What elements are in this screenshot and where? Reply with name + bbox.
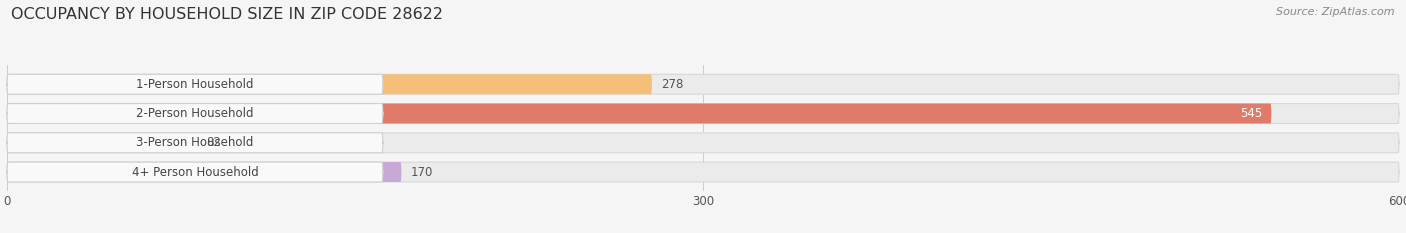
FancyBboxPatch shape bbox=[7, 104, 1271, 123]
Text: 3-Person Household: 3-Person Household bbox=[136, 136, 253, 149]
FancyBboxPatch shape bbox=[7, 104, 1399, 123]
FancyBboxPatch shape bbox=[7, 104, 382, 123]
FancyBboxPatch shape bbox=[7, 133, 382, 153]
Text: 278: 278 bbox=[661, 78, 683, 91]
Text: OCCUPANCY BY HOUSEHOLD SIZE IN ZIP CODE 28622: OCCUPANCY BY HOUSEHOLD SIZE IN ZIP CODE … bbox=[11, 7, 443, 22]
Text: 82: 82 bbox=[207, 136, 221, 149]
Text: Source: ZipAtlas.com: Source: ZipAtlas.com bbox=[1277, 7, 1395, 17]
FancyBboxPatch shape bbox=[7, 74, 652, 94]
FancyBboxPatch shape bbox=[7, 133, 197, 153]
Text: 2-Person Household: 2-Person Household bbox=[136, 107, 253, 120]
FancyBboxPatch shape bbox=[7, 74, 382, 94]
Text: 545: 545 bbox=[1240, 107, 1263, 120]
Text: 4+ Person Household: 4+ Person Household bbox=[132, 165, 259, 178]
Text: 1-Person Household: 1-Person Household bbox=[136, 78, 253, 91]
Text: 170: 170 bbox=[411, 165, 433, 178]
FancyBboxPatch shape bbox=[7, 74, 1399, 94]
FancyBboxPatch shape bbox=[7, 162, 402, 182]
FancyBboxPatch shape bbox=[7, 133, 1399, 153]
FancyBboxPatch shape bbox=[7, 162, 1399, 182]
FancyBboxPatch shape bbox=[7, 162, 382, 182]
